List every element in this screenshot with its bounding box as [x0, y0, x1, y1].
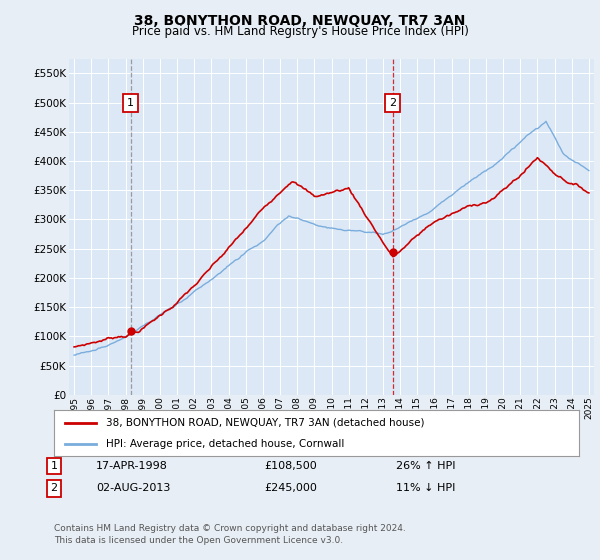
Text: £245,000: £245,000: [264, 483, 317, 493]
Text: 26% ↑ HPI: 26% ↑ HPI: [396, 461, 455, 471]
Text: Price paid vs. HM Land Registry's House Price Index (HPI): Price paid vs. HM Land Registry's House …: [131, 25, 469, 38]
Text: 38, BONYTHON ROAD, NEWQUAY, TR7 3AN: 38, BONYTHON ROAD, NEWQUAY, TR7 3AN: [134, 14, 466, 28]
Text: 2: 2: [389, 97, 397, 108]
Text: £108,500: £108,500: [264, 461, 317, 471]
Text: Contains HM Land Registry data © Crown copyright and database right 2024.
This d: Contains HM Land Registry data © Crown c…: [54, 524, 406, 545]
Text: 02-AUG-2013: 02-AUG-2013: [96, 483, 170, 493]
Text: 2: 2: [50, 483, 58, 493]
Text: 11% ↓ HPI: 11% ↓ HPI: [396, 483, 455, 493]
Text: 1: 1: [127, 97, 134, 108]
Text: 38, BONYTHON ROAD, NEWQUAY, TR7 3AN (detached house): 38, BONYTHON ROAD, NEWQUAY, TR7 3AN (det…: [107, 418, 425, 428]
Text: 1: 1: [50, 461, 58, 471]
Text: HPI: Average price, detached house, Cornwall: HPI: Average price, detached house, Corn…: [107, 439, 345, 449]
Text: 17-APR-1998: 17-APR-1998: [96, 461, 168, 471]
